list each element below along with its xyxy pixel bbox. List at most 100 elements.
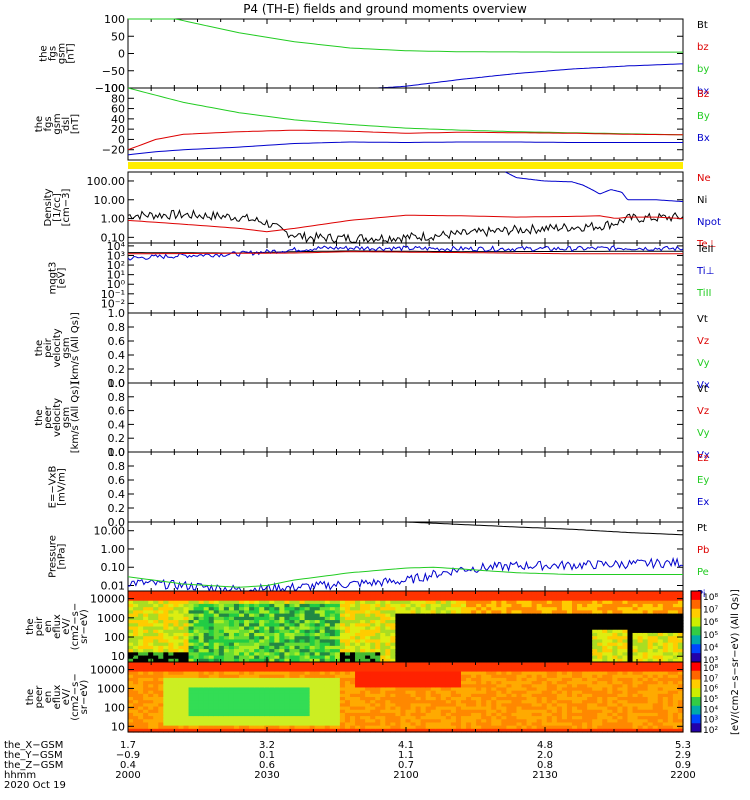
spectrogram-cell bbox=[188, 716, 195, 720]
spectrogram-cell bbox=[627, 655, 634, 660]
spectrogram-cell bbox=[501, 677, 508, 682]
spectrogram-cell bbox=[481, 655, 487, 660]
series-by bbox=[128, 18, 683, 53]
spectrogram-cell bbox=[193, 639, 200, 644]
spectrogram-cell bbox=[133, 687, 139, 692]
spectrogram-cell bbox=[455, 674, 462, 679]
spectrogram-cell bbox=[521, 677, 528, 682]
spectrogram-cell bbox=[566, 642, 573, 647]
spectrogram-cell bbox=[410, 684, 417, 689]
spectrogram-cell bbox=[526, 652, 533, 657]
spectrogram-cell bbox=[178, 603, 185, 608]
spectrogram-cell bbox=[657, 607, 664, 611]
spectrogram-cell bbox=[299, 610, 306, 615]
spectrogram-cell bbox=[269, 594, 275, 599]
spectrogram-cell bbox=[350, 719, 356, 724]
spectrogram-cell bbox=[582, 652, 588, 657]
spectrogram-cell bbox=[445, 690, 452, 695]
spectrogram-cell bbox=[168, 594, 175, 599]
spectrogram-cell bbox=[516, 728, 523, 733]
spectrogram-cell bbox=[486, 610, 492, 615]
y-axis-label: the bbox=[34, 340, 45, 356]
spectrogram-cell bbox=[572, 639, 578, 644]
spectrogram-cell bbox=[486, 690, 492, 695]
spectrogram-cell bbox=[425, 623, 432, 628]
spectrogram-cell bbox=[138, 674, 144, 679]
spectrogram-cell bbox=[496, 709, 502, 714]
spectrogram-cell bbox=[344, 649, 351, 653]
spectrogram-cell bbox=[526, 639, 533, 644]
spectrogram-cell bbox=[304, 623, 311, 628]
spectrogram-cell bbox=[551, 642, 558, 647]
spectrogram-cell bbox=[309, 620, 316, 624]
spectrogram-cell bbox=[314, 722, 321, 727]
spectrogram-cell bbox=[531, 652, 538, 657]
spectrogram-cell bbox=[284, 706, 291, 711]
spectrogram-cell bbox=[521, 712, 528, 717]
spectrogram-cell bbox=[178, 636, 185, 641]
spectrogram-cell bbox=[173, 690, 180, 695]
spectrogram-cell bbox=[541, 687, 548, 692]
spectrogram-cell bbox=[254, 616, 260, 621]
spectrogram-cell bbox=[556, 629, 563, 634]
spectrogram-cell bbox=[461, 649, 467, 653]
spectrogram-cell bbox=[294, 597, 301, 602]
spectrogram-cell bbox=[526, 712, 533, 717]
spectrogram-cell bbox=[617, 629, 624, 634]
spectrogram-cell bbox=[516, 623, 523, 628]
spectrogram-cell bbox=[587, 658, 593, 663]
spectrogram-cell bbox=[370, 709, 376, 714]
spectrogram-cell bbox=[587, 610, 593, 615]
spectrogram-cell bbox=[642, 600, 649, 605]
spectrogram-cell bbox=[193, 662, 200, 666]
spectrogram-cell bbox=[400, 613, 407, 618]
spectrogram-cell bbox=[672, 600, 679, 605]
spectrogram-cell bbox=[481, 600, 487, 605]
spectrogram-cell bbox=[284, 594, 291, 599]
spectrogram-cell bbox=[239, 687, 245, 692]
spectrogram-cell bbox=[183, 594, 190, 599]
spectrogram-cell bbox=[350, 655, 356, 660]
spectrogram-cell bbox=[471, 674, 477, 679]
spectrogram-cell bbox=[390, 681, 397, 685]
spectrogram-cell bbox=[395, 616, 402, 621]
spectrogram-cell bbox=[440, 687, 447, 692]
spectrogram-cell bbox=[450, 652, 457, 657]
spectrogram-cell bbox=[516, 693, 523, 698]
spectrogram-cell bbox=[400, 639, 407, 644]
spectrogram-cell bbox=[657, 649, 664, 653]
spectrogram-cell bbox=[163, 662, 169, 666]
spectrogram-cell bbox=[405, 600, 412, 605]
spectrogram-cell bbox=[390, 728, 397, 733]
spectrogram-cell bbox=[148, 677, 154, 682]
spectrogram-cell bbox=[309, 671, 316, 676]
spectrogram-cell bbox=[632, 658, 639, 663]
spectrogram-cell bbox=[168, 652, 175, 657]
spectrogram-cell bbox=[360, 610, 366, 615]
spectrogram-cell bbox=[607, 613, 613, 618]
spectrogram-cell bbox=[430, 632, 437, 637]
spectrogram-cell bbox=[178, 616, 185, 621]
spectrogram-cell bbox=[264, 687, 270, 692]
spectrogram-cell bbox=[531, 681, 538, 685]
spectrogram-cell bbox=[450, 655, 457, 660]
spectrogram-cell bbox=[188, 665, 195, 669]
spectrogram-cell bbox=[461, 629, 467, 634]
spectrogram-cell bbox=[370, 658, 376, 663]
spectrogram-cell bbox=[133, 677, 139, 682]
spectrogram-cell bbox=[198, 613, 205, 618]
spectrogram-cell bbox=[667, 600, 674, 605]
spectrogram-cell bbox=[259, 632, 265, 637]
spectrogram-cell bbox=[582, 645, 588, 650]
spectrogram-cell bbox=[269, 607, 275, 611]
spectrogram-cell bbox=[259, 603, 265, 608]
spectrogram-cell bbox=[239, 613, 245, 618]
spectrogram-cell bbox=[415, 703, 422, 708]
spectrogram-cell bbox=[380, 600, 386, 605]
spectrogram-cell bbox=[637, 607, 644, 611]
spectrogram-cell bbox=[244, 649, 250, 653]
spectrogram-cell bbox=[445, 645, 452, 650]
spectrogram-cell bbox=[294, 632, 301, 637]
spectrogram-cell bbox=[597, 610, 603, 615]
spectrogram-cell bbox=[319, 725, 326, 730]
